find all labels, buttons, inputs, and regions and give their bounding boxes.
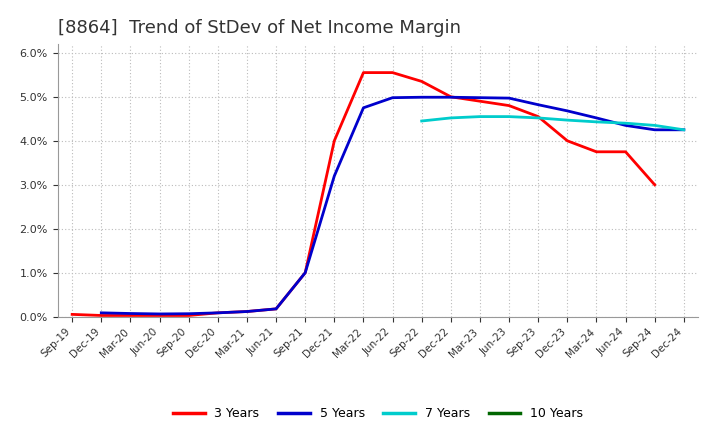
5 Years — [213, 310, 222, 315]
5 Years — [271, 306, 280, 312]
3 Years — [563, 138, 572, 143]
3 Years — [592, 149, 600, 154]
5 Years — [97, 310, 106, 315]
Line: 7 Years: 7 Years — [422, 117, 684, 130]
3 Years — [126, 313, 135, 318]
5 Years — [534, 102, 543, 107]
3 Years — [68, 312, 76, 317]
5 Years — [301, 270, 310, 275]
5 Years — [563, 108, 572, 114]
3 Years — [534, 114, 543, 119]
3 Years — [650, 182, 659, 187]
3 Years — [213, 310, 222, 315]
7 Years — [505, 114, 513, 119]
3 Years — [330, 138, 338, 143]
5 Years — [446, 95, 455, 100]
5 Years — [621, 123, 630, 128]
7 Years — [563, 117, 572, 123]
5 Years — [505, 95, 513, 101]
7 Years — [650, 123, 659, 128]
Text: [8864]  Trend of StDev of Net Income Margin: [8864] Trend of StDev of Net Income Marg… — [58, 19, 461, 37]
3 Years — [621, 149, 630, 154]
7 Years — [446, 115, 455, 121]
7 Years — [476, 114, 485, 119]
5 Years — [680, 127, 688, 132]
5 Years — [359, 105, 368, 110]
7 Years — [680, 127, 688, 132]
3 Years — [359, 70, 368, 75]
3 Years — [505, 103, 513, 108]
Legend: 3 Years, 5 Years, 7 Years, 10 Years: 3 Years, 5 Years, 7 Years, 10 Years — [168, 402, 588, 425]
7 Years — [534, 115, 543, 121]
5 Years — [592, 115, 600, 121]
3 Years — [388, 70, 397, 75]
5 Years — [476, 95, 485, 100]
3 Years — [301, 270, 310, 275]
Line: 5 Years: 5 Years — [102, 97, 684, 314]
3 Years — [156, 313, 164, 318]
3 Years — [446, 94, 455, 99]
5 Years — [418, 95, 426, 100]
3 Years — [271, 306, 280, 312]
3 Years — [476, 99, 485, 104]
3 Years — [243, 309, 251, 314]
Line: 3 Years: 3 Years — [72, 73, 654, 315]
7 Years — [621, 121, 630, 126]
7 Years — [592, 119, 600, 125]
3 Years — [97, 313, 106, 318]
3 Years — [418, 79, 426, 84]
7 Years — [418, 118, 426, 124]
5 Years — [388, 95, 397, 100]
5 Years — [243, 309, 251, 314]
3 Years — [184, 313, 193, 318]
5 Years — [156, 312, 164, 317]
5 Years — [330, 173, 338, 179]
5 Years — [650, 127, 659, 132]
5 Years — [126, 311, 135, 316]
5 Years — [184, 311, 193, 316]
